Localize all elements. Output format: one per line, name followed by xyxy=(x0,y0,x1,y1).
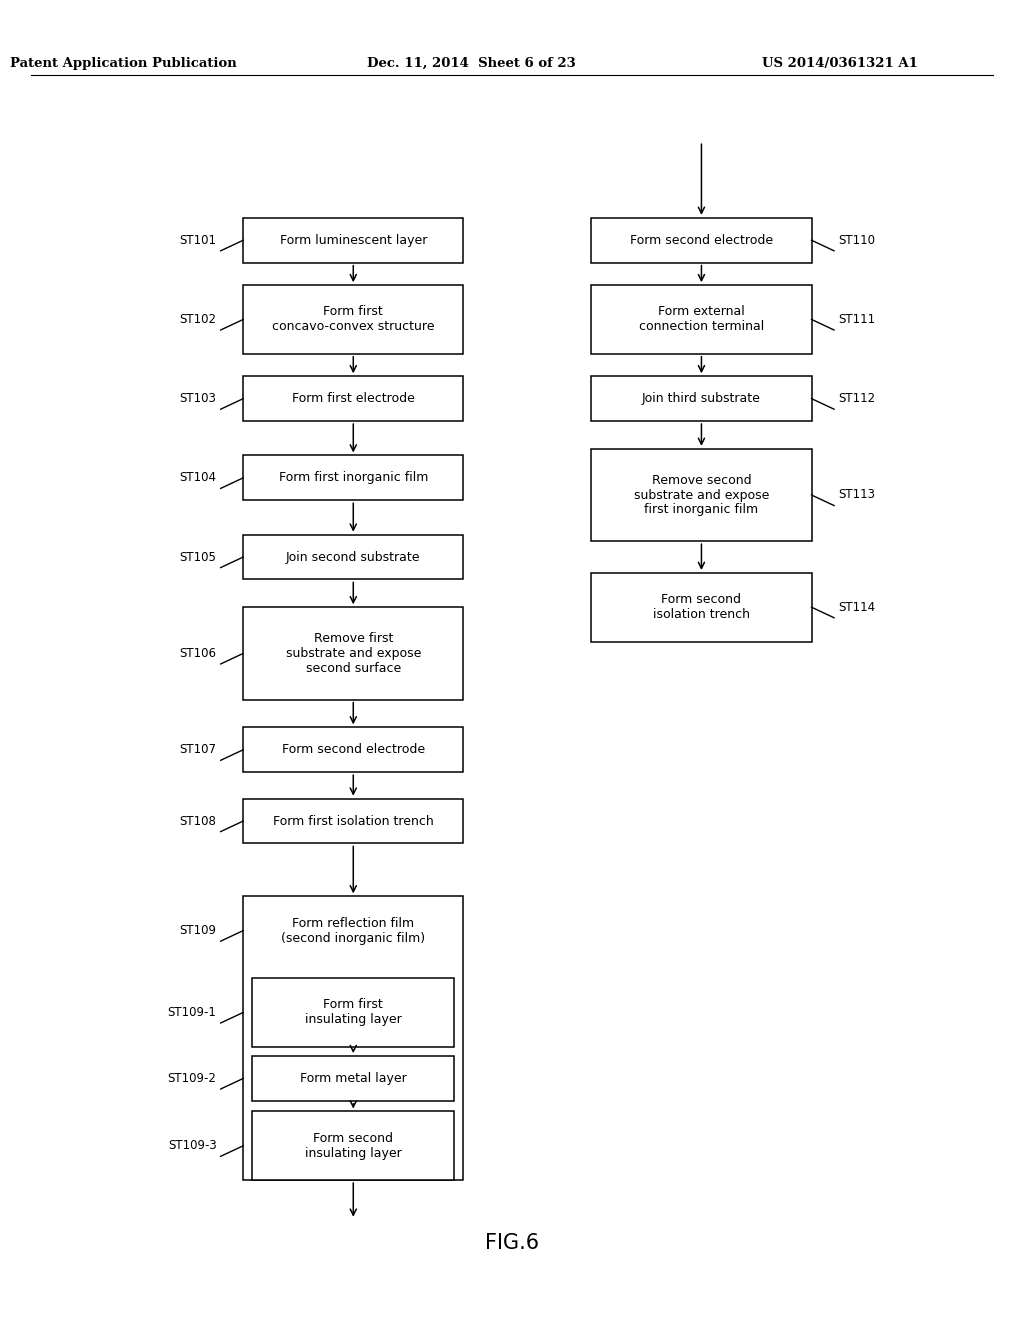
Text: ST111: ST111 xyxy=(839,313,876,326)
Text: Form second electrode: Form second electrode xyxy=(282,743,425,756)
Bar xyxy=(244,376,463,421)
Text: Form second
isolation trench: Form second isolation trench xyxy=(653,593,750,622)
Text: ST110: ST110 xyxy=(839,234,876,247)
Bar xyxy=(592,218,811,263)
Bar xyxy=(244,455,463,500)
Bar xyxy=(252,1056,455,1101)
Text: ST105: ST105 xyxy=(179,550,217,564)
Text: Form second electrode: Form second electrode xyxy=(630,234,773,247)
Text: ST112: ST112 xyxy=(839,392,876,405)
Bar xyxy=(244,285,463,354)
Text: Form metal layer: Form metal layer xyxy=(300,1072,407,1085)
Text: US 2014/0361321 A1: US 2014/0361321 A1 xyxy=(762,57,918,70)
Text: Join second substrate: Join second substrate xyxy=(286,550,421,564)
Bar xyxy=(244,218,463,263)
Text: ST109-2: ST109-2 xyxy=(168,1072,217,1085)
Bar xyxy=(592,449,811,541)
Text: ST109: ST109 xyxy=(179,924,217,937)
Text: Join third substrate: Join third substrate xyxy=(642,392,761,405)
Text: ST107: ST107 xyxy=(179,743,217,756)
Text: Form luminescent layer: Form luminescent layer xyxy=(280,234,427,247)
Text: Form first
concavo-convex structure: Form first concavo-convex structure xyxy=(272,305,434,334)
Text: Form first inorganic film: Form first inorganic film xyxy=(279,471,428,484)
Bar xyxy=(244,607,463,700)
Text: ST109-1: ST109-1 xyxy=(168,1006,217,1019)
Text: Remove second
substrate and expose
first inorganic film: Remove second substrate and expose first… xyxy=(634,474,769,516)
Text: Form first electrode: Form first electrode xyxy=(292,392,415,405)
Text: Form first
insulating layer: Form first insulating layer xyxy=(305,998,401,1027)
Text: Remove first
substrate and expose
second surface: Remove first substrate and expose second… xyxy=(286,632,421,675)
Bar xyxy=(592,376,811,421)
Bar xyxy=(252,1111,455,1180)
Text: ST109-3: ST109-3 xyxy=(168,1139,217,1152)
Text: FIG.6: FIG.6 xyxy=(485,1233,539,1254)
Bar xyxy=(244,799,463,843)
Text: Form reflection film
(second inorganic film): Form reflection film (second inorganic f… xyxy=(282,916,425,945)
Bar xyxy=(244,727,463,772)
Text: ST102: ST102 xyxy=(179,313,217,326)
Text: ST114: ST114 xyxy=(839,601,876,614)
Text: Form second
insulating layer: Form second insulating layer xyxy=(305,1131,401,1160)
Text: ST113: ST113 xyxy=(839,488,876,502)
Text: ST104: ST104 xyxy=(179,471,217,484)
Text: Dec. 11, 2014  Sheet 6 of 23: Dec. 11, 2014 Sheet 6 of 23 xyxy=(367,57,575,70)
Bar xyxy=(244,535,463,579)
Bar xyxy=(244,896,463,1180)
Text: ST106: ST106 xyxy=(179,647,217,660)
Text: ST108: ST108 xyxy=(179,814,217,828)
Text: ST103: ST103 xyxy=(179,392,217,405)
Bar xyxy=(592,573,811,642)
Bar xyxy=(592,285,811,354)
Text: Form first isolation trench: Form first isolation trench xyxy=(273,814,433,828)
Text: ST101: ST101 xyxy=(179,234,217,247)
Bar xyxy=(252,978,455,1047)
Text: Patent Application Publication: Patent Application Publication xyxy=(9,57,237,70)
Text: Form external
connection terminal: Form external connection terminal xyxy=(639,305,764,334)
